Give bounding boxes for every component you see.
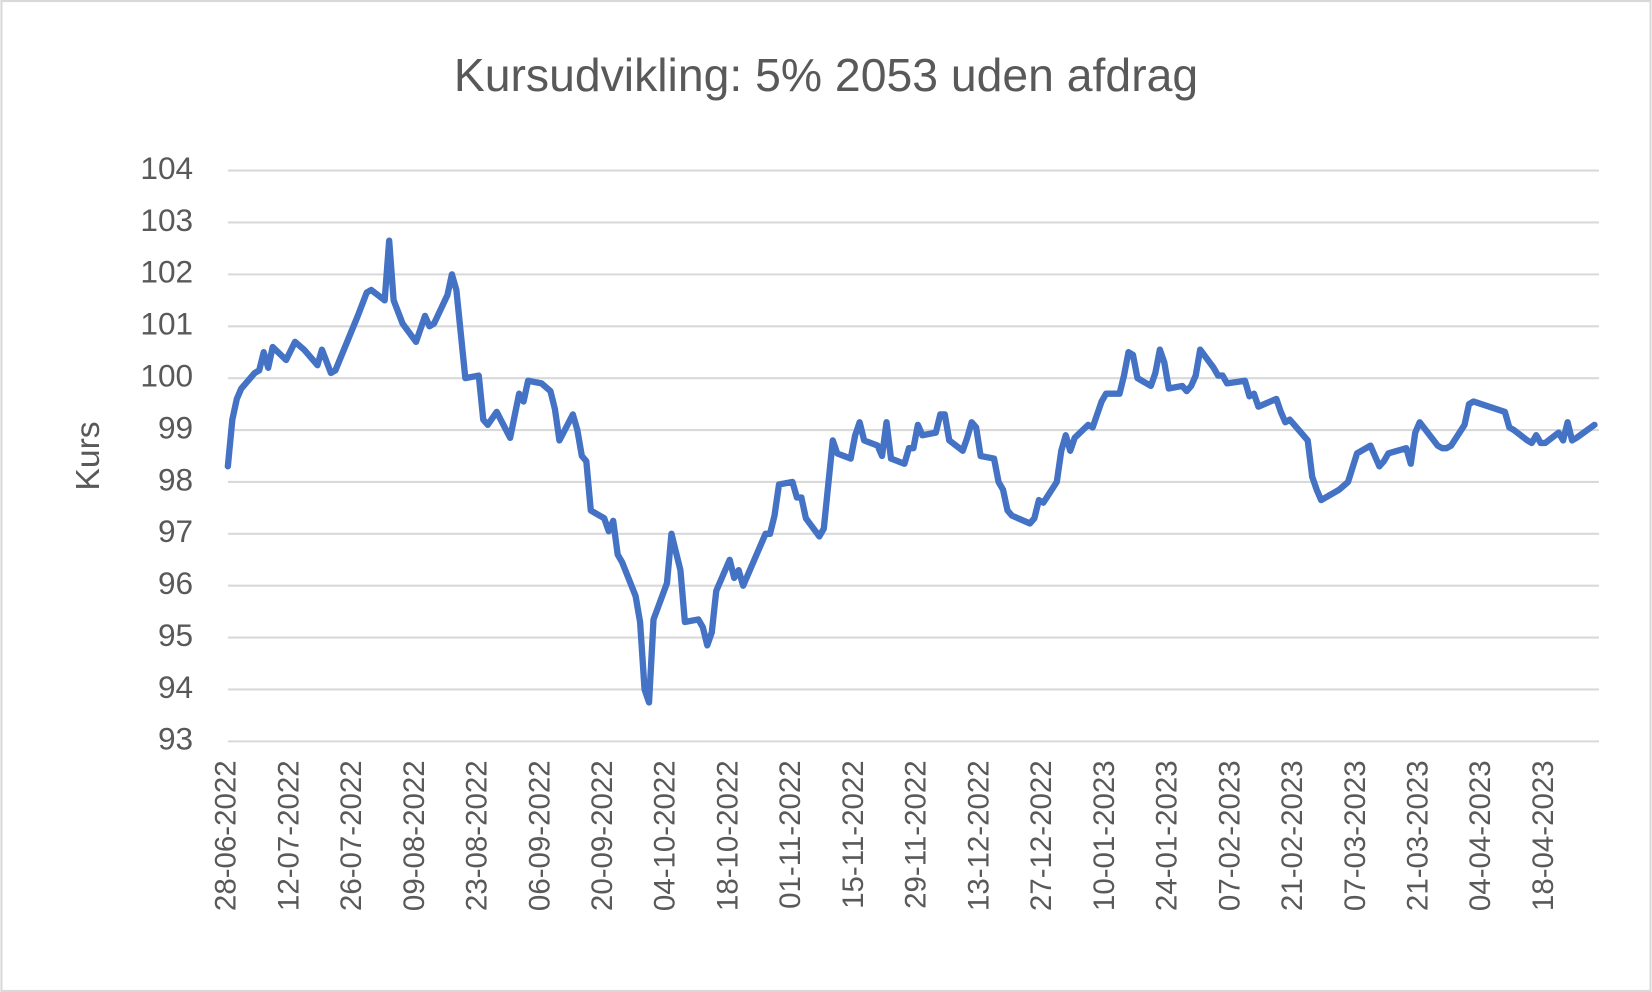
x-tick-label: 24-01-2023 bbox=[1151, 760, 1184, 911]
data-line bbox=[224, 237, 1598, 706]
y-tick-label: 98 bbox=[158, 461, 193, 497]
y-tick-label: 104 bbox=[140, 150, 193, 186]
x-tick-label: 06-09-2022 bbox=[523, 760, 556, 911]
x-tick-label: 27-12-2022 bbox=[1025, 760, 1058, 911]
x-tick-label: 18-04-2023 bbox=[1527, 760, 1560, 911]
x-tick-label: 13-12-2022 bbox=[962, 760, 995, 911]
x-tick-label: 04-10-2022 bbox=[649, 760, 682, 911]
x-tick-label: 07-02-2023 bbox=[1213, 760, 1246, 911]
x-tick-label: 04-04-2023 bbox=[1464, 760, 1497, 911]
x-tick-label: 12-07-2022 bbox=[272, 760, 305, 911]
x-tick-label: 18-10-2022 bbox=[711, 760, 744, 911]
y-tick-label: 102 bbox=[140, 254, 193, 290]
y-tick-label: 100 bbox=[140, 357, 193, 393]
x-tick-label: 26-07-2022 bbox=[335, 760, 368, 911]
y-tick-label: 103 bbox=[140, 202, 193, 238]
x-tick-label: 28-06-2022 bbox=[210, 760, 243, 911]
x-tick-label: 21-02-2023 bbox=[1276, 760, 1309, 911]
y-tick-label: 94 bbox=[158, 669, 193, 705]
y-tick-label: 99 bbox=[158, 409, 193, 445]
x-tick-label: 29-11-2022 bbox=[900, 760, 933, 909]
y-axis-label: Kurs bbox=[70, 421, 107, 490]
x-tick-label: 23-08-2022 bbox=[461, 760, 494, 911]
y-tick-label: 96 bbox=[158, 565, 193, 601]
y-tick-label: 97 bbox=[158, 513, 193, 549]
y-tick-label: 101 bbox=[140, 306, 193, 342]
x-tick-label: 15-11-2022 bbox=[837, 760, 870, 909]
y-tick-label: 95 bbox=[158, 617, 193, 653]
x-tick-label: 07-03-2023 bbox=[1339, 760, 1372, 911]
x-tick-label: 10-01-2023 bbox=[1088, 760, 1121, 911]
x-tick-label: 09-08-2022 bbox=[398, 760, 431, 911]
chart-title: Kursudvikling: 5% 2053 uden afdrag bbox=[454, 49, 1198, 101]
x-tick-label: 21-03-2023 bbox=[1402, 760, 1435, 911]
x-tick-label: 20-09-2022 bbox=[586, 760, 619, 911]
y-tick-label: 93 bbox=[158, 721, 193, 757]
x-tick-label: 01-11-2022 bbox=[774, 760, 807, 909]
